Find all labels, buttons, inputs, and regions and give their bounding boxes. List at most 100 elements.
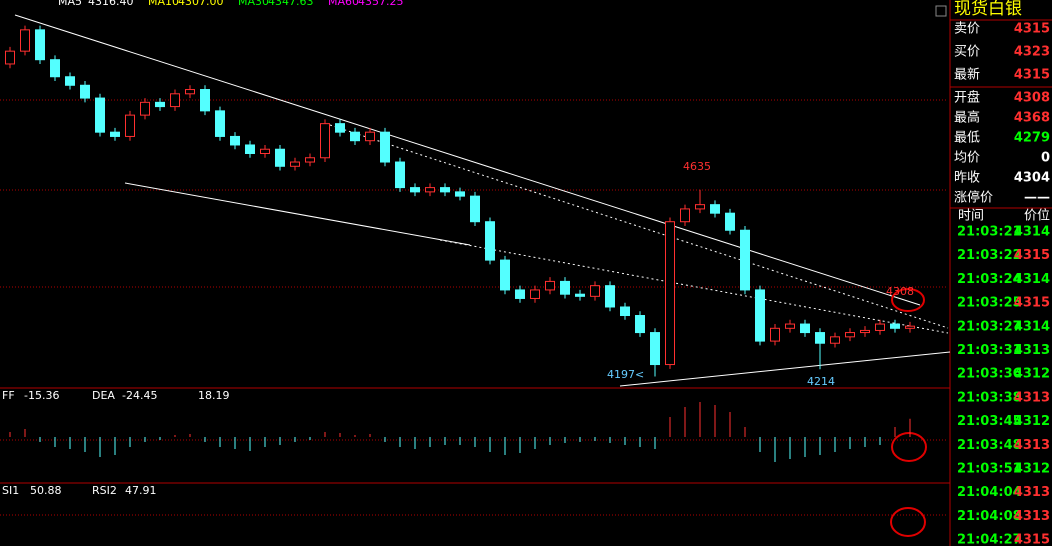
tick-price: 4314: [1014, 319, 1050, 334]
candle-body: [185, 89, 195, 95]
tick-time: 21:03:48: [957, 438, 1022, 453]
candle-body: [395, 161, 405, 189]
candle-body: [80, 84, 90, 99]
quote-label: 昨收: [954, 171, 980, 186]
annotation: 4308: [886, 285, 914, 298]
candle-body: [410, 187, 420, 193]
candle-body: [65, 76, 75, 86]
macd-value: -24.45: [122, 389, 157, 402]
annotation: 4635: [683, 160, 711, 173]
candle-body: [5, 50, 15, 65]
macd-label: DEA: [92, 389, 115, 402]
quote-value: 4368: [1014, 111, 1050, 126]
ma-value: 4357.25: [358, 0, 404, 8]
candle-body: [275, 148, 285, 167]
candle-body: [500, 259, 510, 291]
candle-body: [560, 280, 570, 295]
candle-body: [305, 157, 315, 163]
candle-body: [110, 131, 120, 137]
quote-value: 4279: [1014, 131, 1050, 146]
candle-body: [905, 325, 915, 329]
candle-body: [425, 187, 435, 193]
rsi-value: 47.91: [125, 484, 157, 497]
quote-label: 卖价: [954, 22, 980, 37]
candle-body: [350, 131, 360, 142]
macd-value: -15.36: [24, 389, 59, 402]
ma-name: MA5: [58, 0, 82, 8]
candle-body: [470, 195, 480, 223]
tick-price: 4312: [1014, 462, 1050, 477]
candle-body: [815, 332, 825, 344]
tick-price: 4315: [1014, 296, 1050, 311]
candle-body: [620, 306, 630, 317]
candle-body: [20, 29, 30, 52]
candle-body: [125, 114, 135, 137]
candle-body: [680, 208, 690, 223]
quote-label: 最低: [954, 131, 980, 146]
tick-price: 4315: [1014, 533, 1050, 546]
tick-price: 4313: [1014, 390, 1050, 405]
tick-price: 4313: [1014, 343, 1050, 358]
candle-body: [485, 221, 495, 261]
macd-label: FF: [2, 389, 15, 402]
candle-body: [590, 285, 600, 297]
candle-body: [140, 101, 150, 116]
tick-time: 21:04:04: [957, 485, 1022, 500]
ma-value: 4347.63: [268, 0, 314, 8]
candle-body: [215, 110, 225, 137]
tick-time: 21:03:51: [957, 462, 1022, 477]
candle-body: [860, 329, 870, 334]
instrument-title: 现货白银: [954, 0, 1022, 19]
quote-value: 4323: [1014, 45, 1050, 60]
highlight-circles: [890, 288, 927, 537]
quote-label: 均价: [954, 151, 980, 166]
quote-value: 4304: [1014, 171, 1050, 186]
candle-body: [710, 204, 720, 214]
candle-body: [650, 332, 660, 366]
macd-value: 18.19: [198, 389, 230, 402]
candle-body: [740, 229, 750, 291]
tick-time: 21:03:21: [957, 225, 1022, 240]
ma-value: 4316.40: [88, 0, 134, 8]
tick-price: 4313: [1014, 509, 1050, 524]
ma-value: 4307.00: [178, 0, 224, 8]
quote-value: 0: [1041, 151, 1050, 166]
rsi-label: SI1: [2, 484, 19, 497]
candle-body: [200, 89, 210, 112]
tick-time: 21:03:25: [957, 296, 1022, 311]
tick-time: 21:03:27: [957, 319, 1022, 334]
quote-value: 4315: [1014, 22, 1050, 37]
tick-price: 4313: [1014, 485, 1050, 500]
tick-price: 4314: [1014, 272, 1050, 287]
candle-body: [785, 323, 795, 329]
candle-body: [230, 135, 240, 146]
candle-body: [875, 323, 885, 331]
tick-time: 21:03:38: [957, 390, 1022, 405]
tick-header: 价位: [1024, 209, 1050, 224]
candle-body: [725, 212, 735, 231]
tick-price: 4313: [1014, 438, 1050, 453]
candle-body: [830, 336, 840, 344]
candle-body: [335, 123, 345, 133]
candle-body: [575, 293, 585, 297]
candle-body: [170, 93, 180, 108]
candle-body: [455, 191, 465, 197]
price-levels: [0, 99, 948, 516]
rsi-label: RSI2: [92, 484, 117, 497]
quote-label: 开盘: [954, 90, 980, 106]
trendlines: [14, 14, 951, 387]
scroll-button[interactable]: [935, 5, 947, 17]
candle-body: [695, 204, 705, 210]
candle-body: [515, 289, 525, 299]
quote-label: 最高: [954, 110, 980, 126]
candle-body: [35, 29, 45, 61]
candle-body: [545, 280, 555, 291]
rsi-value: 50.88: [30, 484, 62, 497]
candle-body: [665, 221, 675, 366]
candle-body: [245, 144, 255, 154]
candle-body: [605, 285, 615, 308]
candle-body: [50, 59, 60, 78]
